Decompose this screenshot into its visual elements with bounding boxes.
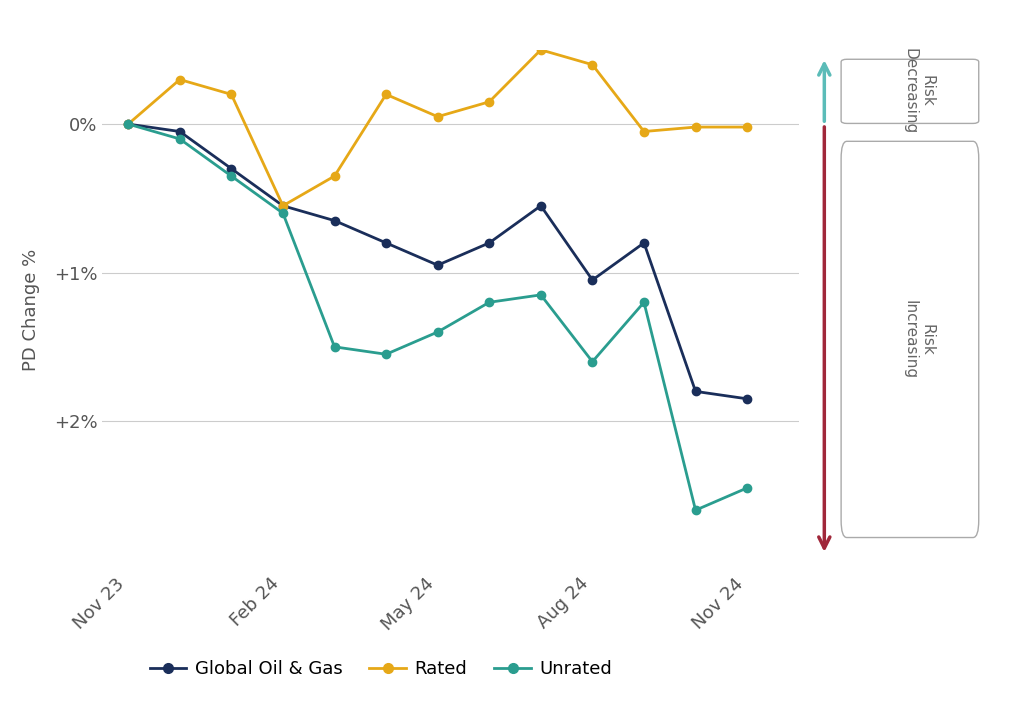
Y-axis label: PD Change %: PD Change % (23, 248, 40, 371)
Legend: Global Oil & Gas, Rated, Unrated: Global Oil & Gas, Rated, Unrated (142, 653, 620, 686)
FancyBboxPatch shape (841, 141, 979, 538)
Text: Risk
Decreasing: Risk Decreasing (902, 48, 935, 134)
FancyBboxPatch shape (841, 59, 979, 123)
Text: Risk
Increasing: Risk Increasing (902, 300, 935, 379)
